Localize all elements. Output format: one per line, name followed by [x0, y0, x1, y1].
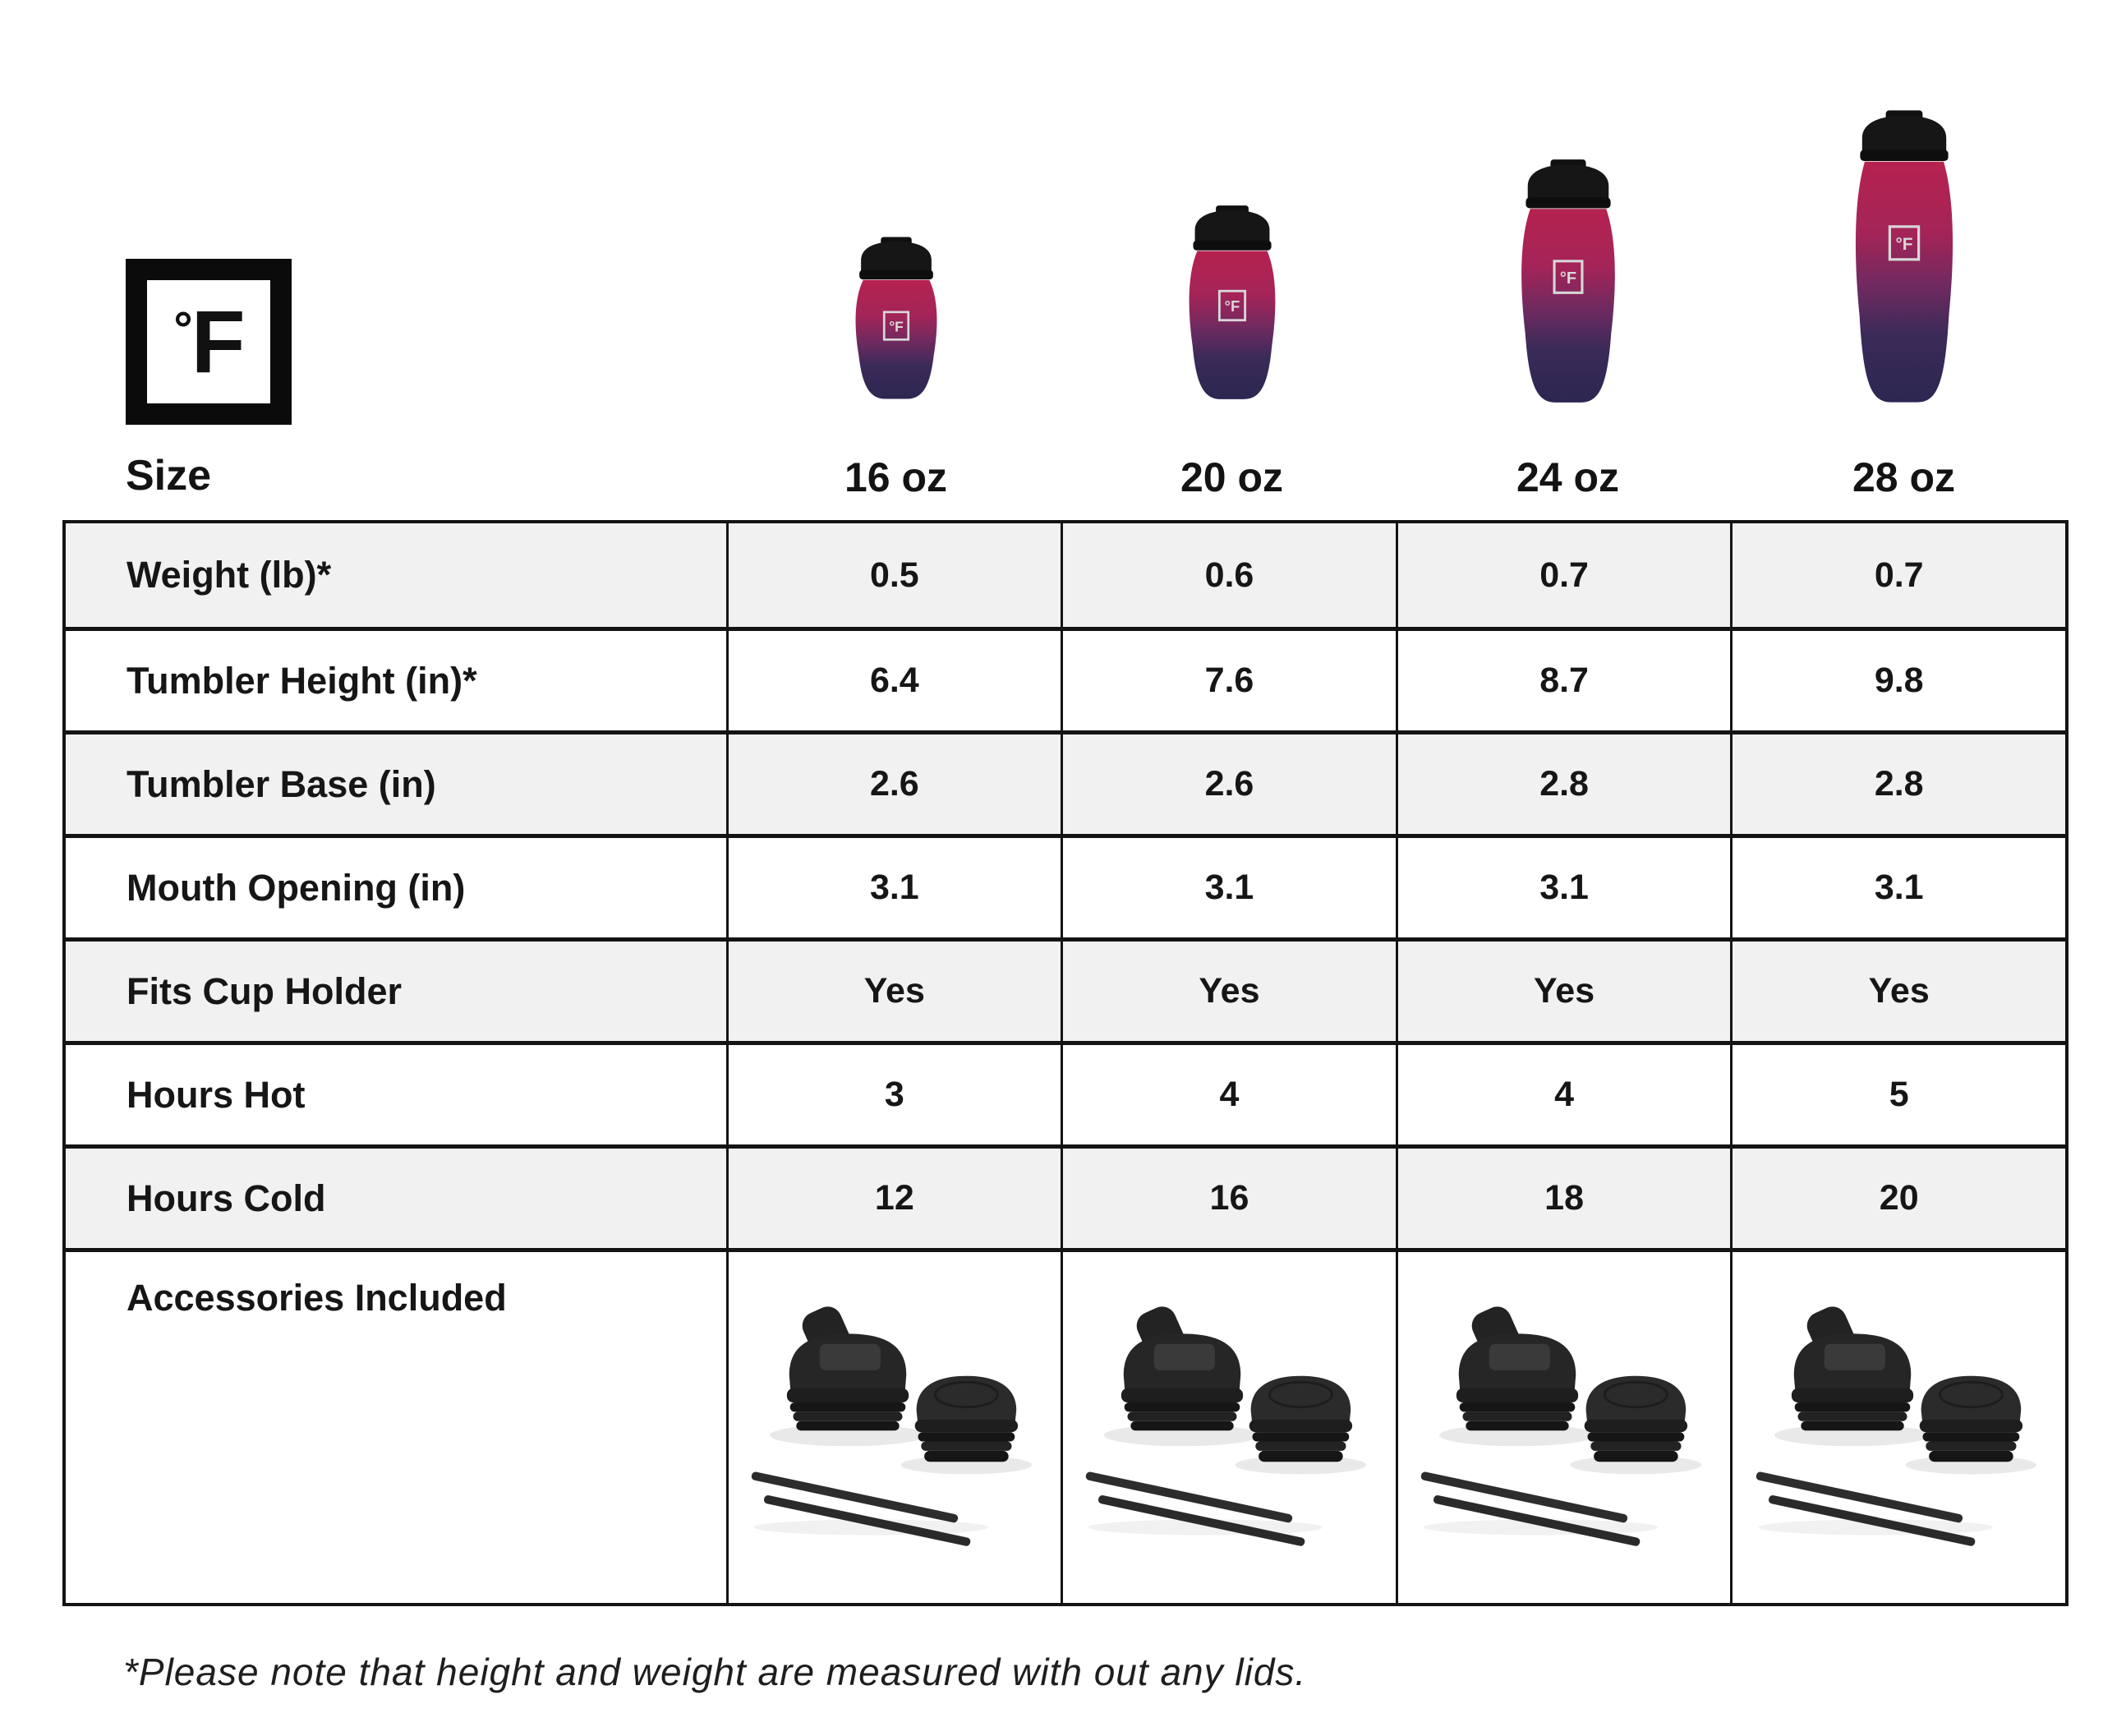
svg-text:°F: °F [1895, 235, 1912, 254]
row-value: 0.7 [1730, 523, 2066, 627]
row-label: Fits Cup Holder [66, 942, 726, 1041]
row-value: 3 [725, 1045, 1061, 1144]
row-label: Hours Cold [66, 1149, 726, 1248]
table-row: Fits Cup Holder Yes Yes Yes Yes [66, 937, 2066, 1041]
accessories-row: Accessories Included [66, 1248, 2065, 1603]
size-header-24oz: 24 oz [1516, 454, 1620, 500]
table-row: Tumbler Height (in)* 6.4 7.6 8.7 9.8 [66, 627, 2065, 730]
row-label: Hours Hot [127, 1073, 306, 1116]
degree-symbol: ° [173, 302, 192, 356]
table-row: Hours Cold 12 16 18 20 [66, 1144, 2066, 1248]
row-value: 2.8 [1730, 734, 2066, 834]
row-value: 12 [725, 1149, 1061, 1248]
size-header-20oz: 20 oz [1180, 454, 1284, 500]
row-value: Yes [1730, 942, 2066, 1041]
row-label: Mouth Opening (in) [127, 866, 466, 909]
row-value: 0.5 [725, 523, 1061, 627]
accessories-image [725, 1252, 1061, 1603]
table-row: Mouth Opening (in) 3.1 3.1 3.1 3.1 [66, 834, 2065, 937]
logo-letter: F [191, 292, 246, 391]
row-value: 2.8 [1395, 734, 1731, 834]
table-row: Hours Hot 3 4 4 5 [66, 1041, 2065, 1144]
row-value: Yes [1061, 942, 1396, 1041]
tumbler-image-28oz: °F [1838, 71, 1970, 446]
tumbler-image-20oz: °F [1174, 163, 1291, 446]
row-value: 5 [1730, 1045, 2065, 1144]
size-header-28oz: 28 oz [1852, 454, 1956, 500]
size-column-title: Size [126, 452, 212, 500]
row-value: 18 [1395, 1149, 1731, 1248]
spec-table: Weight (lb)* 0.5 0.6 0.7 0.7 Tumbler Height (… [62, 520, 2068, 1606]
row-value: 2.6 [725, 734, 1061, 834]
size-header-16oz: 16 oz [844, 454, 948, 500]
brand-logo-icon: ° F [126, 259, 292, 425]
row-label: Weight (lb)* [66, 523, 726, 627]
table-row: Tumbler Base (in) 2.6 2.6 2.8 2.8 [66, 730, 2066, 834]
row-value: 16 [1061, 1149, 1396, 1248]
row-value: 2.6 [1061, 734, 1396, 834]
row-label: Tumbler Base (in) [66, 734, 726, 834]
row-value: 3.1 [1395, 838, 1731, 937]
row-value: 6.4 [725, 631, 1061, 730]
table-row: Weight (lb)* 0.5 0.6 0.7 0.7 [66, 523, 2066, 627]
svg-text:°F: °F [1224, 297, 1240, 315]
row-value: 9.8 [1730, 631, 2065, 730]
accessories-row-label: Accessories Included [127, 1277, 507, 1319]
svg-text:°F: °F [1559, 269, 1576, 288]
footnote: *Please note that height and weight are … [123, 1651, 1307, 1693]
row-label: Tumbler Height (in)* [127, 659, 477, 702]
row-value: 0.6 [1061, 523, 1396, 627]
svg-text:°F: °F [889, 318, 904, 334]
row-value: 3.1 [1061, 838, 1396, 937]
accessories-image [1061, 1252, 1396, 1603]
row-value: 3.1 [1730, 838, 2065, 937]
accessories-image [1395, 1252, 1731, 1603]
brand-logo-text: ° F [173, 292, 246, 391]
row-value: 4 [1061, 1045, 1396, 1144]
row-value: 3.1 [725, 838, 1061, 937]
row-value: 8.7 [1395, 631, 1731, 730]
row-value: Yes [1395, 942, 1731, 1041]
tumbler-image-16oz: °F [841, 194, 951, 446]
row-value: 20 [1730, 1149, 2066, 1248]
accessories-image [1730, 1252, 2065, 1603]
row-value: 7.6 [1061, 631, 1396, 730]
row-value: 4 [1395, 1045, 1731, 1144]
row-value: 0.7 [1395, 523, 1731, 627]
row-value: Yes [725, 942, 1061, 1041]
tumbler-image-24oz: °F [1505, 120, 1631, 446]
